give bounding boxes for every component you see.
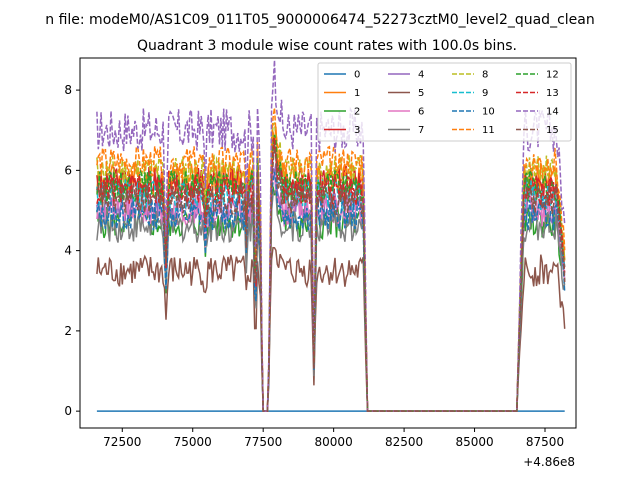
- y-axis: 0 2 4 6 8: [64, 83, 80, 418]
- legend-label: 3: [354, 125, 360, 136]
- x-axis: 72500 75000 77500 80000 82500 85000 87500: [103, 428, 564, 449]
- legend-label: 13: [546, 88, 559, 99]
- legend-label: 12: [546, 70, 559, 81]
- legend-label: 7: [418, 125, 424, 136]
- legend-label: 10: [482, 107, 495, 118]
- chart-title: Quadrant 3 module wise count rates with …: [137, 38, 517, 54]
- legend-label: 0: [354, 70, 360, 81]
- x-offset-label: +4.86e8: [523, 455, 575, 469]
- legend-label: 2: [354, 107, 360, 118]
- legend-box: [317, 62, 572, 142]
- legend-label: 8: [482, 70, 488, 81]
- x-tick-label: 72500: [103, 435, 141, 449]
- series-line-15: [96, 144, 566, 412]
- plot-frame: [79, 57, 577, 429]
- legend-label: 15: [546, 125, 559, 136]
- figure-suptitle: n file: modeM0/AS1C09_011T05_9000006474_…: [45, 12, 594, 28]
- legend-label: 5: [418, 88, 424, 99]
- legend-label: 11: [482, 125, 495, 136]
- y-tick-label: 2: [64, 324, 72, 338]
- x-tick-label: 77500: [244, 435, 282, 449]
- legend-label: 1: [354, 88, 360, 99]
- y-tick-label: 0: [64, 404, 72, 418]
- y-tick-label: 4: [64, 244, 72, 258]
- legend-label: 9: [482, 88, 488, 99]
- x-tick-label: 82500: [385, 435, 423, 449]
- legend-label: 4: [418, 70, 424, 81]
- legend-label: 6: [418, 107, 424, 118]
- x-tick-label: 87500: [526, 435, 564, 449]
- y-tick-label: 8: [64, 83, 72, 97]
- legend-label: 14: [546, 107, 559, 118]
- y-tick-label: 6: [64, 163, 72, 177]
- x-tick-label: 80000: [315, 435, 353, 449]
- x-tick-label: 85000: [455, 435, 493, 449]
- x-tick-label: 75000: [174, 435, 212, 449]
